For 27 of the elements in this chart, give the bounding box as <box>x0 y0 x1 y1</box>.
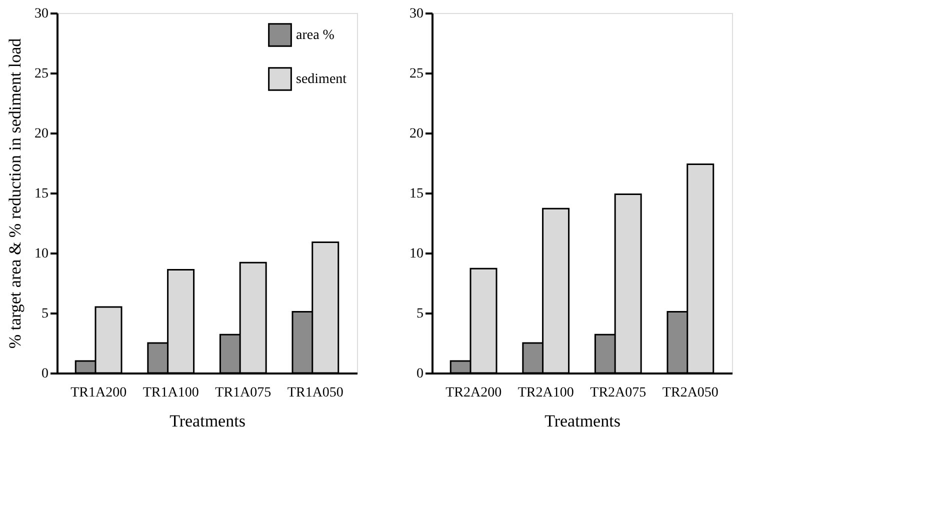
y-tick-label: 15 <box>410 186 424 202</box>
y-tick-label: 5 <box>42 306 48 322</box>
x-tick-label: TR1A200 <box>70 386 127 400</box>
y-tick-label: 5 <box>416 306 424 322</box>
x-axis-title: Treatments <box>544 412 620 430</box>
legend-label: area % <box>296 28 335 43</box>
legend-label: sediment <box>296 72 347 87</box>
x-tick-label: TR1A075 <box>215 386 272 400</box>
y-tick-label: 30 <box>410 6 424 22</box>
x-tick-label: TR2A075 <box>590 386 646 400</box>
y-tick-label: 10 <box>410 246 424 262</box>
y-tick-label: 20 <box>34 126 48 142</box>
y-axis-title: % target area & % reduction in sediment load <box>6 38 24 349</box>
y-tick-label: 0 <box>416 366 424 382</box>
y-tick-label: 30 <box>34 6 48 22</box>
y-tick-label: 15 <box>34 186 48 202</box>
x-axis-title: Treatments <box>170 412 246 430</box>
x-tick-label: TR2A200 <box>446 386 502 400</box>
y-tick-label: 25 <box>410 66 424 82</box>
y-tick-label: 0 <box>42 366 48 382</box>
x-tick-label: TR2A050 <box>662 386 718 400</box>
x-tick-label: TR2A100 <box>518 386 574 400</box>
x-tick-label: TR1A050 <box>287 386 344 400</box>
y-tick-label: 20 <box>410 126 424 142</box>
y-tick-label: 10 <box>34 246 48 262</box>
x-tick-label: TR1A100 <box>142 386 199 400</box>
y-tick-label: 25 <box>34 66 48 82</box>
